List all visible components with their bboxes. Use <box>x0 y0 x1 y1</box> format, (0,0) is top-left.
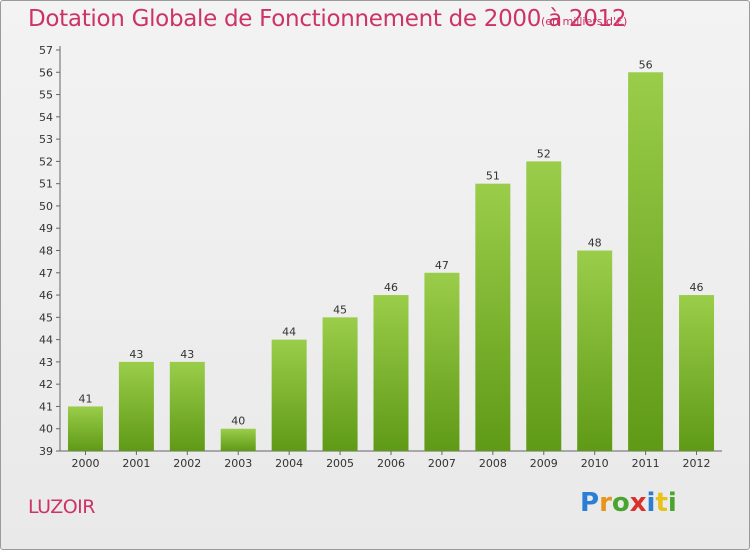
y-tick-label: 52 <box>39 155 53 168</box>
bar-2001 <box>118 361 154 451</box>
y-tick-label: 43 <box>39 356 53 369</box>
x-tick-label-2002: 2002 <box>173 457 201 470</box>
bar-2010 <box>577 250 613 451</box>
y-tick-label: 41 <box>39 400 53 413</box>
x-tick-label-2010: 2010 <box>581 457 609 470</box>
x-tick-label-2001: 2001 <box>122 457 150 470</box>
x-tick-label-2012: 2012 <box>683 457 711 470</box>
x-tick-label-2003: 2003 <box>224 457 252 470</box>
data-label-2008: 51 <box>486 170 500 183</box>
x-tick-label-2007: 2007 <box>428 457 456 470</box>
y-tick-label: 47 <box>39 267 53 280</box>
y-tick-label: 42 <box>39 378 53 391</box>
x-tick-label-2011: 2011 <box>632 457 660 470</box>
chart-title: Dotation Globale de Fonctionnement de 20… <box>28 6 627 32</box>
x-tick-label-2008: 2008 <box>479 457 507 470</box>
y-tick-label: 56 <box>39 66 53 79</box>
bar-2012 <box>679 295 715 451</box>
bar-2000 <box>67 406 103 451</box>
data-label-2012: 46 <box>690 281 704 294</box>
y-tick-label: 45 <box>39 311 53 324</box>
data-label-2003: 40 <box>231 415 245 428</box>
y-tick-label: 40 <box>39 423 53 436</box>
bar-2007 <box>424 272 460 451</box>
bars <box>67 72 715 452</box>
x-tick-label-2004: 2004 <box>275 457 303 470</box>
bar-2002 <box>169 361 205 451</box>
x-tick-label-2009: 2009 <box>530 457 558 470</box>
y-tick-label: 49 <box>39 222 53 235</box>
y-tick-label: 51 <box>39 178 53 191</box>
y-tick-label: 39 <box>39 445 53 458</box>
x-tick-label-2005: 2005 <box>326 457 354 470</box>
data-label-2009: 52 <box>537 147 551 160</box>
y-tick-label: 57 <box>39 44 53 57</box>
chart-unit-note: (en milliers d'€) <box>541 15 628 28</box>
proxiti-logo[interactable]: Proxiti <box>580 488 677 518</box>
commune-name: LUZOIR <box>28 496 96 518</box>
bar-2008 <box>475 183 511 451</box>
y-tick-label: 53 <box>39 133 53 146</box>
bar-2003 <box>220 428 256 451</box>
bar-2004 <box>271 339 307 451</box>
y-tick-label: 48 <box>39 245 53 258</box>
y-tick-label: 50 <box>39 200 53 213</box>
data-label-2002: 43 <box>180 348 194 361</box>
y-tick-label: 44 <box>39 334 53 347</box>
data-label-2001: 43 <box>129 348 143 361</box>
data-label-2000: 41 <box>78 392 92 405</box>
y-tick-label: 54 <box>39 111 53 124</box>
x-tick-label-2006: 2006 <box>377 457 405 470</box>
bar-2005 <box>322 317 358 451</box>
bar-2011 <box>628 72 664 452</box>
data-label-2007: 47 <box>435 259 449 272</box>
data-label-2006: 46 <box>384 281 398 294</box>
labels: 41 2000 43 2001 43 2002 40 2003 44 2004 45 2005 46 20… <box>71 58 710 470</box>
data-label-2005: 45 <box>333 303 347 316</box>
y-tick-label: 55 <box>39 89 53 102</box>
x-tick-label-2000: 2000 <box>71 457 99 470</box>
data-label-2004: 44 <box>282 326 296 339</box>
y-tick-label: 46 <box>39 289 53 302</box>
data-label-2011: 56 <box>639 58 653 71</box>
bar-2006 <box>373 295 409 451</box>
data-label-2010: 48 <box>588 237 602 250</box>
bar-2009 <box>526 161 562 451</box>
